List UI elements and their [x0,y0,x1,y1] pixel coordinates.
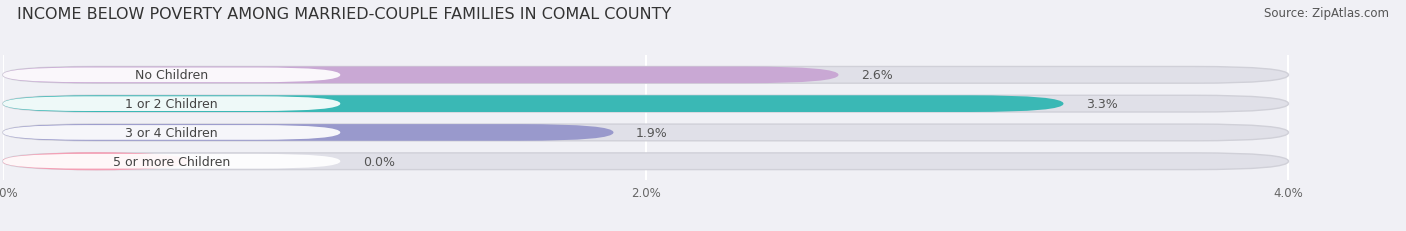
FancyBboxPatch shape [3,96,1288,112]
Text: 2.6%: 2.6% [860,69,893,82]
FancyBboxPatch shape [3,67,1288,84]
Text: Source: ZipAtlas.com: Source: ZipAtlas.com [1264,7,1389,20]
Text: 1.9%: 1.9% [636,126,668,139]
FancyBboxPatch shape [3,96,1063,112]
Text: 3.3%: 3.3% [1085,98,1118,111]
Text: 3 or 4 Children: 3 or 4 Children [125,126,218,139]
FancyBboxPatch shape [3,125,613,141]
FancyBboxPatch shape [3,97,340,112]
Text: 1 or 2 Children: 1 or 2 Children [125,98,218,111]
Circle shape [3,153,190,170]
Text: 0.0%: 0.0% [363,155,395,168]
FancyBboxPatch shape [3,153,1288,170]
FancyBboxPatch shape [3,68,340,83]
FancyBboxPatch shape [3,125,340,140]
FancyBboxPatch shape [3,67,838,84]
Text: INCOME BELOW POVERTY AMONG MARRIED-COUPLE FAMILIES IN COMAL COUNTY: INCOME BELOW POVERTY AMONG MARRIED-COUPL… [17,7,671,22]
Text: 5 or more Children: 5 or more Children [112,155,231,168]
Text: No Children: No Children [135,69,208,82]
FancyBboxPatch shape [3,154,340,169]
FancyBboxPatch shape [3,125,1288,141]
